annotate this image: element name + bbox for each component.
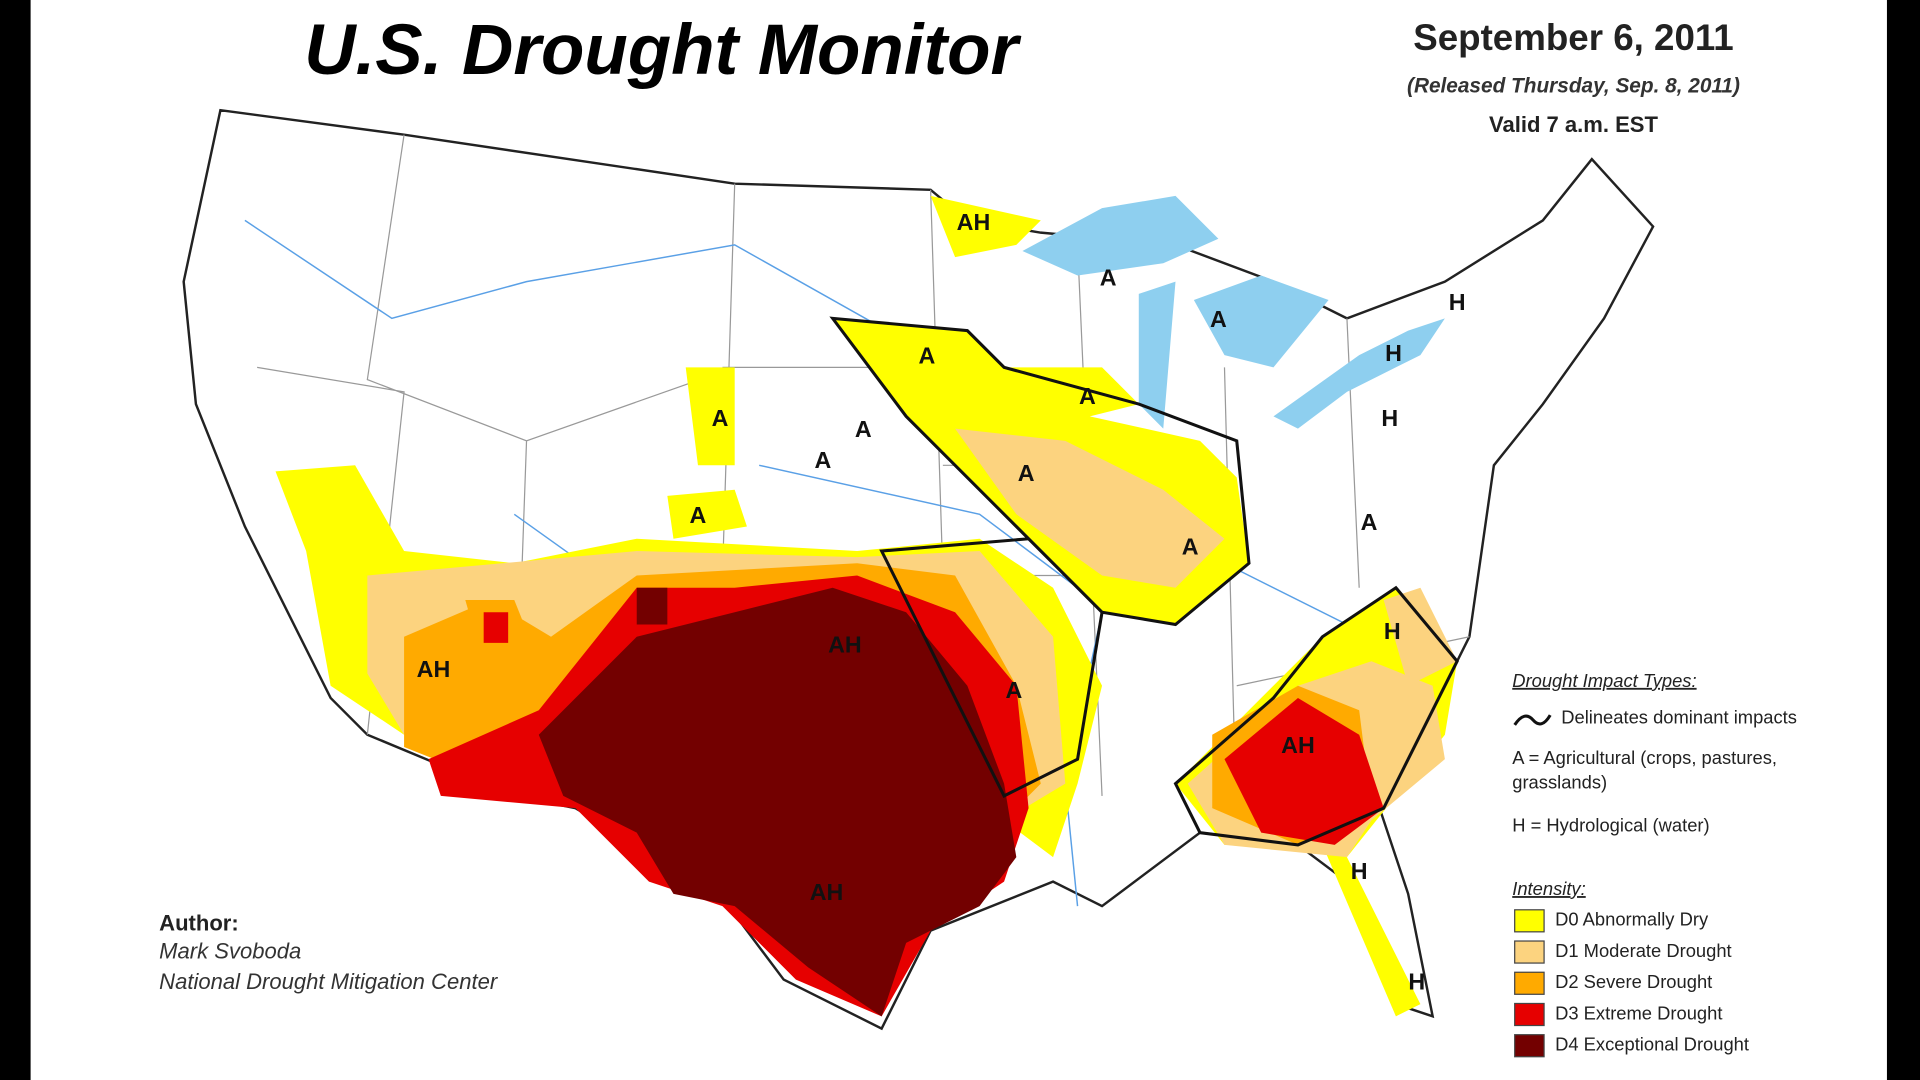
intensity-label: D0 Abnormally Dry: [1555, 909, 1709, 930]
author-org: National Drought Mitigation Center: [159, 969, 499, 994]
map-label: AH: [957, 209, 991, 235]
map-label: A: [1005, 677, 1022, 703]
impact-title: Drought Impact Types:: [1512, 670, 1696, 691]
map-label: H: [1449, 289, 1466, 315]
map-label: AH: [810, 879, 844, 905]
intensity-label: D3 Extreme Drought: [1555, 1002, 1722, 1023]
legend: Drought Impact Types: Delineates dominan…: [1512, 670, 1797, 1058]
map-label: AH: [828, 632, 862, 658]
map-label: A: [1210, 306, 1227, 332]
intensity-swatch: [1514, 1002, 1545, 1027]
author-heading: Author:: [159, 910, 239, 935]
released: (Released Thursday, Sep. 8, 2011): [1407, 74, 1740, 97]
map-label: A: [1018, 460, 1035, 486]
impact-item: grasslands): [1512, 772, 1607, 793]
map-label: A: [855, 416, 872, 442]
map-label: A: [1100, 264, 1117, 290]
map-label: A: [919, 343, 936, 369]
date: September 6, 2011: [1413, 17, 1733, 58]
valid-time: Valid 7 a.m. EST: [1489, 112, 1659, 137]
map-label: H: [1381, 405, 1398, 431]
map-label: A: [690, 502, 707, 528]
map: AH A A H H A A H A A A A A A A AH H AH A…: [182, 108, 1655, 1031]
drought-d4: [538, 587, 1017, 1017]
intensity-swatch: [1514, 940, 1545, 964]
impact-item: H = Hydrological (water): [1512, 814, 1709, 835]
impact-item: Delineates dominant impacts: [1561, 707, 1797, 728]
intensity-label: D2 Severe Drought: [1555, 971, 1712, 992]
map-labels: AH A A H H A A H A A A A A A A AH H AH A…: [417, 209, 1466, 994]
map-label: AH: [1281, 732, 1315, 758]
intensity-swatch: [1514, 1034, 1545, 1058]
map-label: H: [1384, 618, 1401, 644]
map-label: AH: [417, 656, 451, 682]
map-label: A: [1079, 383, 1096, 409]
intensity-swatch: [1514, 971, 1545, 995]
map-label: A: [814, 447, 831, 473]
impact-item: A = Agricultural (crops, pastures,: [1512, 747, 1777, 768]
great-lakes: [1022, 195, 1445, 429]
intensity-label: D4 Exceptional Drought: [1555, 1034, 1749, 1055]
map-label: H: [1351, 858, 1368, 884]
boundary-symbol: [1513, 714, 1552, 726]
impact-boundaries: [829, 316, 1459, 847]
map-label: H: [1385, 340, 1402, 366]
intensity-title: Intensity:: [1512, 878, 1585, 899]
intensity-swatch: [1514, 909, 1545, 933]
map-label: A: [1182, 534, 1199, 560]
map-label: A: [712, 405, 729, 431]
title: U.S. Drought Monitor: [304, 11, 1021, 90]
intensity-items: D0 Abnormally Dry D1 Moderate Drought D2 S…: [1514, 909, 1749, 1058]
intensity-label: D1 Moderate Drought: [1555, 940, 1732, 961]
map-label: A: [1361, 509, 1378, 535]
author-name: Mark Svoboda: [159, 938, 301, 963]
map-label: H: [1408, 968, 1425, 994]
